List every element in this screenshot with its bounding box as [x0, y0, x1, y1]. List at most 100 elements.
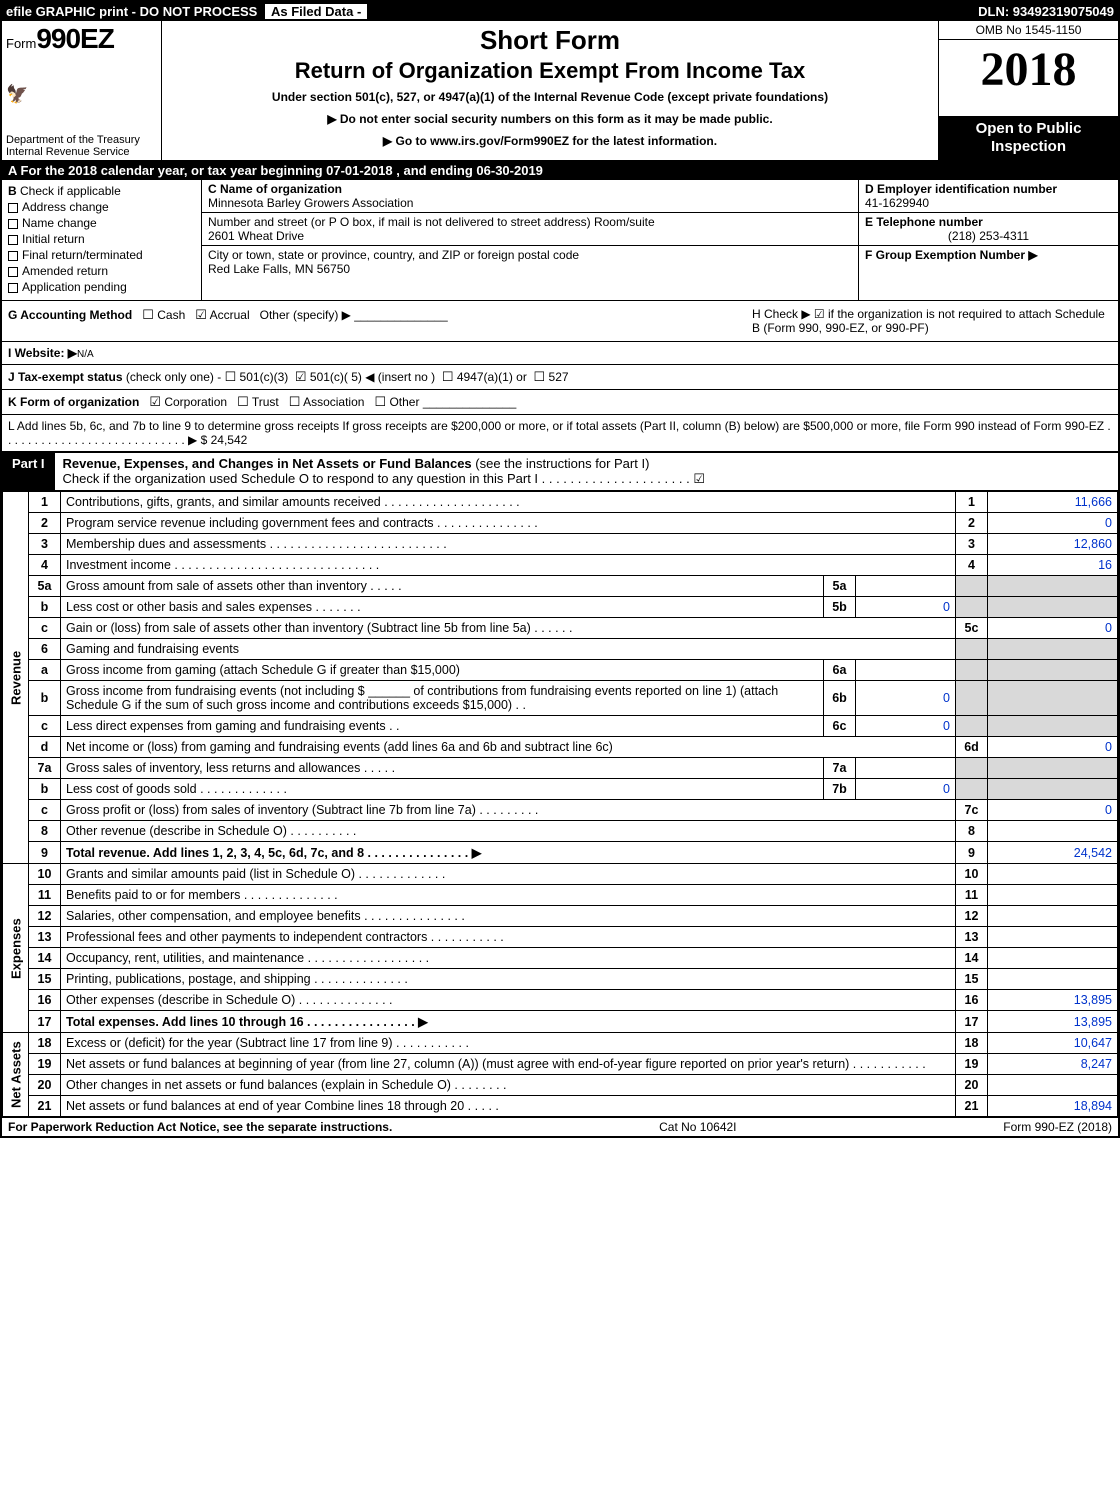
line-15-desc: Printing, publications, postage, and shi…	[61, 969, 956, 990]
gray-cell	[956, 660, 988, 681]
line-3-amt: 12,860	[988, 534, 1118, 555]
line-7b-boxval: 0	[856, 779, 956, 800]
row-k-form-org: K Form of organization ☑ Corporation ☐ T…	[2, 390, 1118, 415]
checkbox-other-org[interactable]: ☐	[374, 394, 386, 409]
checkbox-final-return[interactable]	[8, 251, 18, 261]
line-2-num: 2	[29, 513, 61, 534]
line-6b-num: b	[29, 681, 61, 716]
gray-cell	[956, 779, 988, 800]
gray-cell	[956, 597, 988, 618]
city-value: Red Lake Falls, MN 56750	[208, 262, 350, 276]
open-inspection: Open to Public Inspection	[939, 116, 1118, 160]
line-20-desc: Other changes in net assets or fund bala…	[61, 1075, 956, 1096]
header-center: Short Form Return of Organization Exempt…	[162, 21, 938, 160]
netassets-side-label: Net Assets	[3, 1033, 29, 1117]
checkbox-527[interactable]: ☐	[534, 369, 546, 384]
line-6c-desc: Less direct expenses from gaming and fun…	[61, 716, 824, 737]
line-6d-col: 6d	[956, 737, 988, 758]
tax-year: 2018	[939, 40, 1118, 116]
line-10-amt	[988, 864, 1118, 885]
checkbox-4947[interactable]: ☐	[442, 369, 454, 384]
checkbox-amended-return[interactable]	[8, 267, 18, 277]
line-6c-boxval: 0	[856, 716, 956, 737]
line-6c-box: 6c	[824, 716, 856, 737]
line-7c-desc: Gross profit or (loss) from sales of inv…	[61, 800, 956, 821]
line-16-desc: Other expenses (describe in Schedule O) …	[61, 990, 956, 1011]
street-label: Number and street (or P O box, if mail i…	[208, 215, 655, 229]
line-1-col: 1	[956, 492, 988, 513]
line-5a-desc: Gross amount from sale of assets other t…	[61, 576, 824, 597]
line-14-num: 14	[29, 948, 61, 969]
line-7c-num: c	[29, 800, 61, 821]
checkbox-name-change[interactable]	[8, 219, 18, 229]
line-5b-box: 5b	[824, 597, 856, 618]
line-6b-boxval: 0	[856, 681, 956, 716]
line-17-col: 17	[956, 1011, 988, 1033]
line-8-col: 8	[956, 821, 988, 842]
gray-cell	[988, 660, 1118, 681]
line-21-amt: 18,894	[988, 1096, 1118, 1117]
line-7b-num: b	[29, 779, 61, 800]
checkbox-association[interactable]: ☐	[289, 394, 301, 409]
efile-label: efile GRAPHIC print - DO NOT PROCESS As …	[6, 4, 367, 19]
checkbox-501c3[interactable]: ☐	[225, 369, 237, 384]
row-l-gross-receipts: L Add lines 5b, 6c, and 7b to line 9 to …	[2, 415, 1118, 453]
line-5a-box: 5a	[824, 576, 856, 597]
line-15-col: 15	[956, 969, 988, 990]
line-19-num: 19	[29, 1054, 61, 1075]
line-10-col: 10	[956, 864, 988, 885]
line-6a-boxval	[856, 660, 956, 681]
part-1-header: Part I Revenue, Expenses, and Changes in…	[2, 453, 1118, 491]
checkbox-501c[interactable]: ☑	[295, 369, 307, 384]
info-grid: B Check if applicable Address change Nam…	[2, 180, 1118, 301]
line-3-col: 3	[956, 534, 988, 555]
line-6c-num: c	[29, 716, 61, 737]
line-5c-amt: 0	[988, 618, 1118, 639]
line-6-desc: Gaming and fundraising events	[61, 639, 956, 660]
section-b: B Check if applicable Address change Nam…	[2, 180, 202, 300]
checkbox-address-change[interactable]	[8, 203, 18, 213]
goto-link[interactable]: ▶ Go to www.irs.gov/Form990EZ for the la…	[170, 134, 930, 148]
footer-left: For Paperwork Reduction Act Notice, see …	[8, 1120, 392, 1134]
line-11-num: 11	[29, 885, 61, 906]
part-1-title: Revenue, Expenses, and Changes in Net As…	[55, 453, 1118, 490]
line-20-num: 20	[29, 1075, 61, 1096]
checkbox-trust[interactable]: ☐	[237, 394, 249, 409]
header-right: OMB No 1545-1150 2018 Open to Public Ins…	[938, 21, 1118, 160]
line-1-desc: Contributions, gifts, grants, and simila…	[61, 492, 956, 513]
gray-cell	[988, 681, 1118, 716]
line-3-desc: Membership dues and assessments . . . . …	[61, 534, 956, 555]
footer-center: Cat No 10642I	[659, 1120, 736, 1134]
phone-value: (218) 253-4311	[865, 229, 1112, 243]
line-20-amt	[988, 1075, 1118, 1096]
expenses-side-label: Expenses	[3, 864, 29, 1033]
gray-cell	[956, 758, 988, 779]
line-7c-col: 7c	[956, 800, 988, 821]
checkbox-application-pending[interactable]	[8, 283, 18, 293]
gray-cell	[956, 639, 988, 660]
line-11-col: 11	[956, 885, 988, 906]
checkbox-accrual[interactable]: ☑	[195, 307, 207, 322]
topbar: efile GRAPHIC print - DO NOT PROCESS As …	[2, 2, 1118, 21]
line-6d-num: d	[29, 737, 61, 758]
line-21-desc: Net assets or fund balances at end of ye…	[61, 1096, 956, 1117]
line-5c-col: 5c	[956, 618, 988, 639]
checkbox-cash[interactable]: ☐	[142, 307, 154, 322]
city-label: City or town, state or province, country…	[208, 248, 579, 262]
footer-right: Form 990-EZ (2018)	[1003, 1120, 1112, 1134]
line-12-amt	[988, 906, 1118, 927]
dept-label: Department of the Treasury Internal Reve…	[6, 134, 157, 158]
line-2-desc: Program service revenue including govern…	[61, 513, 956, 534]
line-14-desc: Occupancy, rent, utilities, and maintena…	[61, 948, 956, 969]
line-7a-desc: Gross sales of inventory, less returns a…	[61, 758, 824, 779]
checkbox-corporation[interactable]: ☑	[149, 394, 161, 409]
header-left: Form990EZ 🦅 Department of the Treasury I…	[2, 21, 162, 160]
line-9-amt: 24,542	[988, 842, 1118, 864]
line-5c-num: c	[29, 618, 61, 639]
line-10-num: 10	[29, 864, 61, 885]
line-19-amt: 8,247	[988, 1054, 1118, 1075]
row-g-h: G Accounting Method ☐ Cash ☑ Accrual Oth…	[2, 301, 1118, 342]
phone-label: E Telephone number	[865, 215, 983, 229]
checkbox-initial-return[interactable]	[8, 235, 18, 245]
line-16-amt: 13,895	[988, 990, 1118, 1011]
